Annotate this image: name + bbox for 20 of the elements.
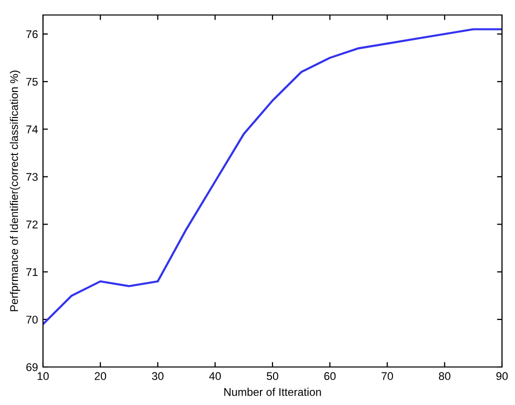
y-tick-label: 76 <box>26 30 38 38</box>
y-tick-label: 72 <box>26 220 38 228</box>
x-tick-label: 50 <box>266 372 278 380</box>
y-tick-label: 70 <box>26 316 38 324</box>
x-tick-label: 70 <box>382 372 393 380</box>
y-tick-label: 74 <box>26 126 38 134</box>
x-tick-label: 60 <box>324 372 336 380</box>
line-series <box>43 28 502 326</box>
x-tick-label: 90 <box>496 372 508 380</box>
y-axis-title: Perfprmance of Identifier(correct classification %) <box>10 70 20 312</box>
x-tick-label: 40 <box>209 372 221 380</box>
x-tick-label: 30 <box>152 372 164 380</box>
y-tick-label: 75 <box>26 78 38 86</box>
x-tick-label: 80 <box>438 372 450 380</box>
y-tick-label: 73 <box>26 172 38 181</box>
y-tick-label: 69 <box>26 363 38 372</box>
y-tick-label: 71 <box>26 268 38 276</box>
x-tick-label: 10 <box>38 372 49 380</box>
x-tick-label: 20 <box>94 372 106 380</box>
x-axis-title: Number of Itteration <box>224 388 321 396</box>
